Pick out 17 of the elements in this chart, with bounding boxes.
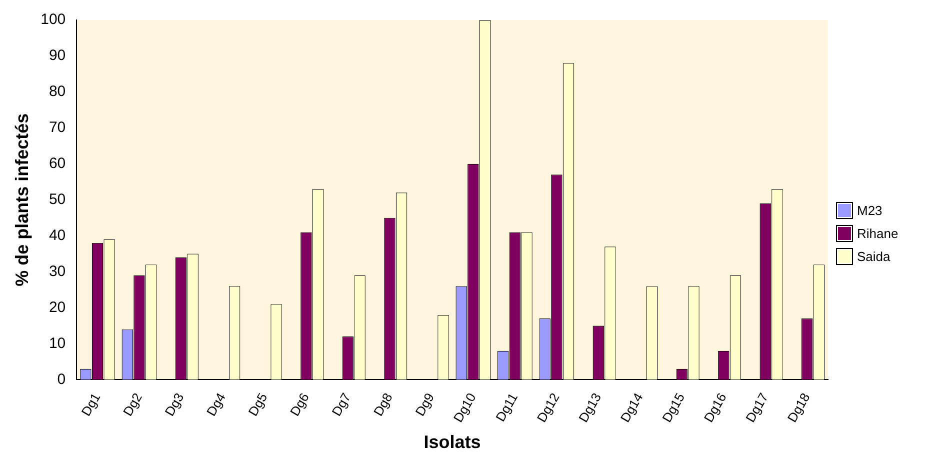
legend-label: M23 — [857, 202, 882, 218]
y-tick-label: 70 — [48, 119, 66, 136]
y-axis-title: % de plants infectés — [12, 113, 32, 286]
y-tick-label: 60 — [48, 155, 66, 172]
y-tick-label: 40 — [48, 226, 66, 244]
y-tick-label: 100 — [40, 11, 66, 28]
y-tick-label: 10 — [48, 334, 66, 352]
y-tick-label: 30 — [48, 262, 66, 280]
y-tick-label: 0 — [57, 370, 66, 388]
y-tick-label: 90 — [48, 47, 66, 64]
x-axis-title: Isolats — [424, 432, 481, 452]
y-tick-label: 50 — [48, 190, 66, 208]
y-tick-label: 80 — [48, 83, 66, 100]
y-tick-label: 20 — [48, 298, 66, 316]
legend-label: Rihane — [857, 226, 898, 240]
legend-label: Saida — [857, 248, 890, 264]
x-tick-label: Dg1 — [78, 390, 104, 419]
